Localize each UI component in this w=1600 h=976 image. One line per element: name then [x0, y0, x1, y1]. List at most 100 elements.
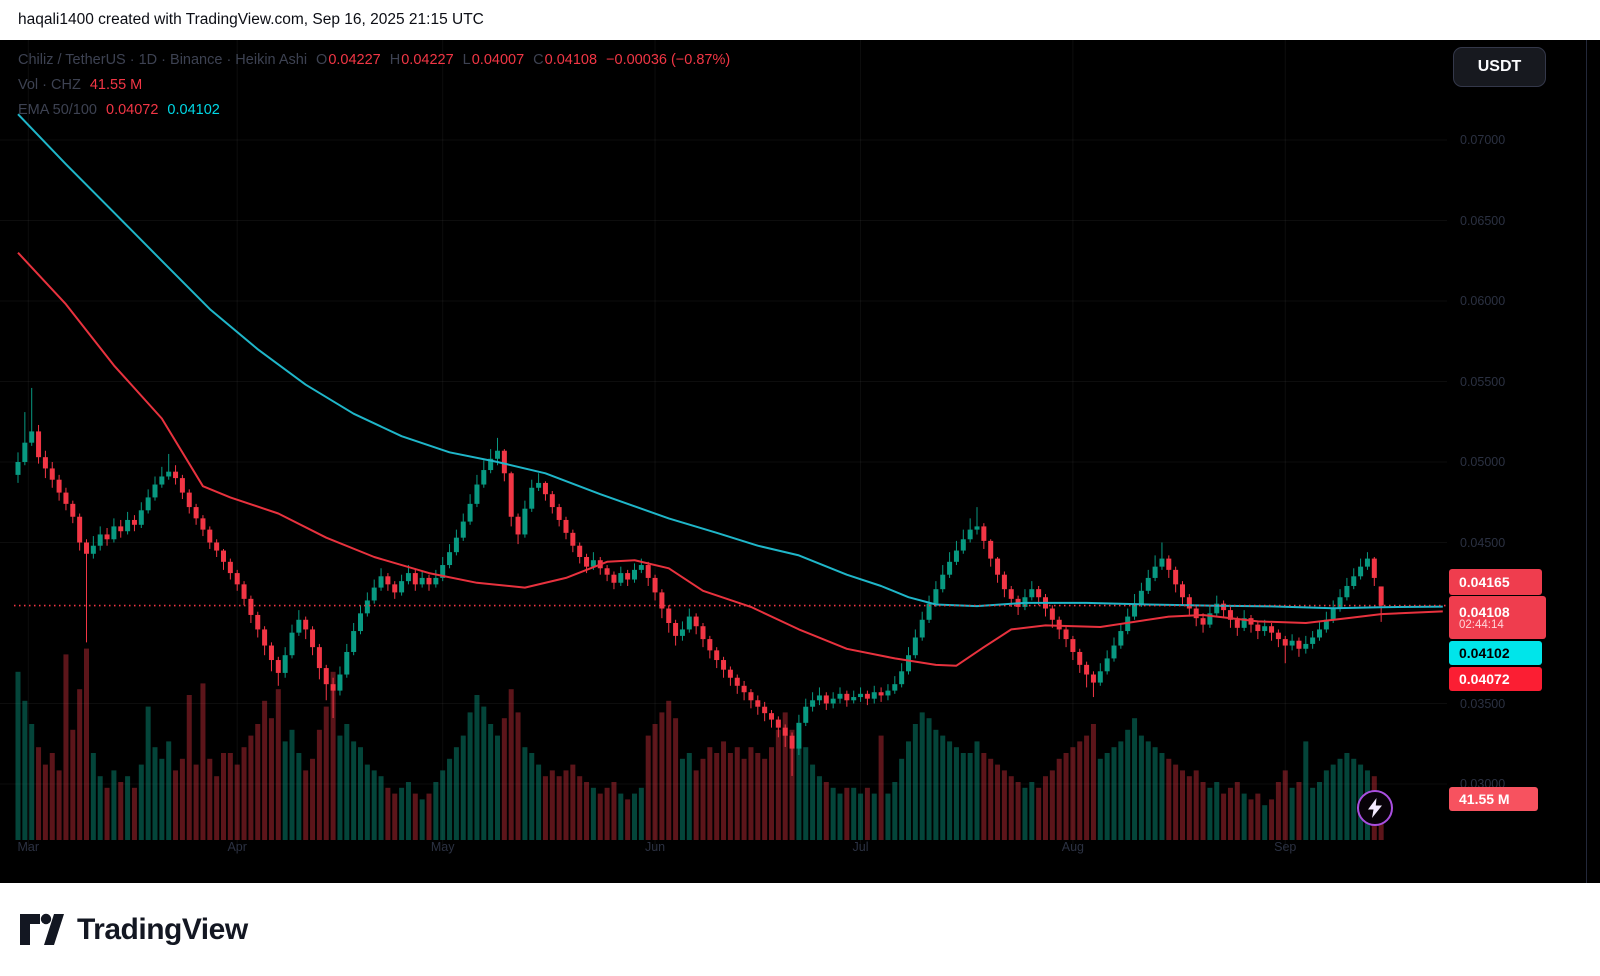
- volume-current: 41.55 M: [89, 77, 143, 93]
- price-tick-label: 0.03500: [1460, 696, 1506, 711]
- volume-bar: [1269, 799, 1275, 840]
- candle-body: [693, 616, 699, 627]
- candle-body: [22, 442, 28, 462]
- candle-body: [42, 457, 48, 469]
- candle-body: [542, 482, 548, 495]
- high-value: 0.04227: [401, 52, 454, 68]
- volume-bar: [679, 758, 685, 840]
- volume-bar: [981, 753, 987, 840]
- price-tick-label: 0.07000: [1460, 133, 1506, 147]
- tradingview-logo[interactable]: TradingView: [20, 913, 248, 947]
- candle-body: [90, 545, 96, 554]
- candle-body: [1152, 566, 1158, 578]
- candle-body: [412, 573, 418, 585]
- volume-bar: [1173, 764, 1179, 840]
- candle-body: [1173, 569, 1179, 585]
- volume-bar: [1063, 753, 1069, 840]
- volume-bar: [926, 718, 932, 840]
- candle-body: [666, 608, 672, 623]
- candle-body: [371, 587, 377, 601]
- candle-body: [823, 695, 829, 704]
- symbol-title[interactable]: Chiliz / TetherUS · 1D · Binance · Heiki…: [18, 52, 308, 68]
- candle-body: [179, 478, 185, 493]
- boost-button[interactable]: [1357, 790, 1393, 826]
- volume-bar: [1084, 735, 1090, 840]
- candle-body: [111, 526, 117, 540]
- candle-body: [84, 542, 89, 554]
- volume-bar: [467, 712, 473, 840]
- volume-bar: [1255, 793, 1261, 840]
- volume-bar: [714, 753, 720, 840]
- candle-body: [769, 713, 774, 720]
- time-tick-label-apr: Apr: [227, 840, 247, 854]
- price-chart-canvas[interactable]: [0, 40, 1600, 883]
- ema50-current: 0.04072: [106, 102, 159, 118]
- volume-bar: [844, 787, 850, 840]
- volume-bar: [1097, 758, 1103, 840]
- volume-bar: [488, 724, 494, 840]
- volume-bar: [686, 753, 692, 840]
- candle-body: [392, 584, 398, 593]
- price-tick-label: 0.06500: [1460, 213, 1506, 228]
- candle-body: [919, 619, 925, 638]
- candle-body: [536, 482, 542, 488]
- ema100-line: [17, 113, 1443, 610]
- volume-bar: [1138, 735, 1144, 840]
- volume-bar: [49, 753, 55, 840]
- volume-bar: [1008, 776, 1014, 840]
- volume-bar: [104, 787, 110, 840]
- volume-bar: [460, 735, 466, 840]
- candle-body: [604, 568, 610, 575]
- volume-bar: [234, 764, 240, 840]
- candle-body: [1063, 629, 1069, 640]
- candle-body: [878, 692, 884, 696]
- candle-body: [1344, 585, 1350, 598]
- candle-body: [762, 706, 768, 714]
- volume-bar: [1152, 747, 1158, 840]
- volume-bar: [84, 648, 89, 840]
- candle-body: [200, 518, 206, 530]
- candle-body: [892, 684, 898, 691]
- candle-body: [15, 462, 21, 475]
- change-value: −0.00036 (−0.87%): [606, 52, 731, 68]
- candle-body: [145, 497, 151, 511]
- volume-bar: [570, 764, 576, 840]
- volume-label[interactable]: Vol · CHZ: [18, 77, 81, 93]
- countdown-timer: 02:44:14: [1459, 619, 1504, 631]
- volume-bar: [1214, 782, 1220, 840]
- volume-bar: [111, 770, 117, 840]
- candle-body: [344, 651, 350, 675]
- candle-body: [70, 503, 76, 517]
- candle-body: [933, 589, 939, 604]
- volume-bar: [1043, 776, 1048, 840]
- candle-body: [1132, 603, 1138, 617]
- volume-bar: [858, 793, 864, 840]
- candle-body: [1296, 640, 1302, 649]
- candle-body: [1036, 589, 1042, 598]
- volume-bar: [337, 735, 343, 840]
- price-marker-badge: 0.04165: [1449, 569, 1542, 595]
- volume-bar: [323, 706, 329, 840]
- chart-area[interactable]: Chiliz / TetherUS · 1D · Binance · Heiki…: [0, 40, 1600, 883]
- candle-body: [1275, 632, 1281, 640]
- candle-body: [618, 573, 624, 583]
- candle-body: [803, 706, 809, 723]
- volume-bar: [200, 683, 206, 840]
- volume-bar: [268, 718, 274, 840]
- candle-body: [1351, 576, 1357, 586]
- candle-body: [1378, 586, 1384, 606]
- currency-toggle-button[interactable]: USDT: [1453, 47, 1546, 87]
- candle-body: [1200, 618, 1206, 625]
- axis-separator: [1586, 40, 1587, 883]
- volume-bar: [344, 724, 350, 840]
- volume-bar: [1166, 758, 1172, 840]
- volume-bar: [351, 741, 357, 840]
- volume-bar: [385, 787, 391, 840]
- volume-bar: [892, 782, 898, 840]
- ema-label[interactable]: EMA 50/100: [18, 102, 97, 118]
- candle-body: [864, 693, 870, 699]
- volume-bar: [823, 782, 829, 840]
- time-tick-label-may: May: [430, 840, 455, 854]
- price-tick-label: 0.06000: [1460, 294, 1506, 308]
- volume-bar: [652, 724, 658, 840]
